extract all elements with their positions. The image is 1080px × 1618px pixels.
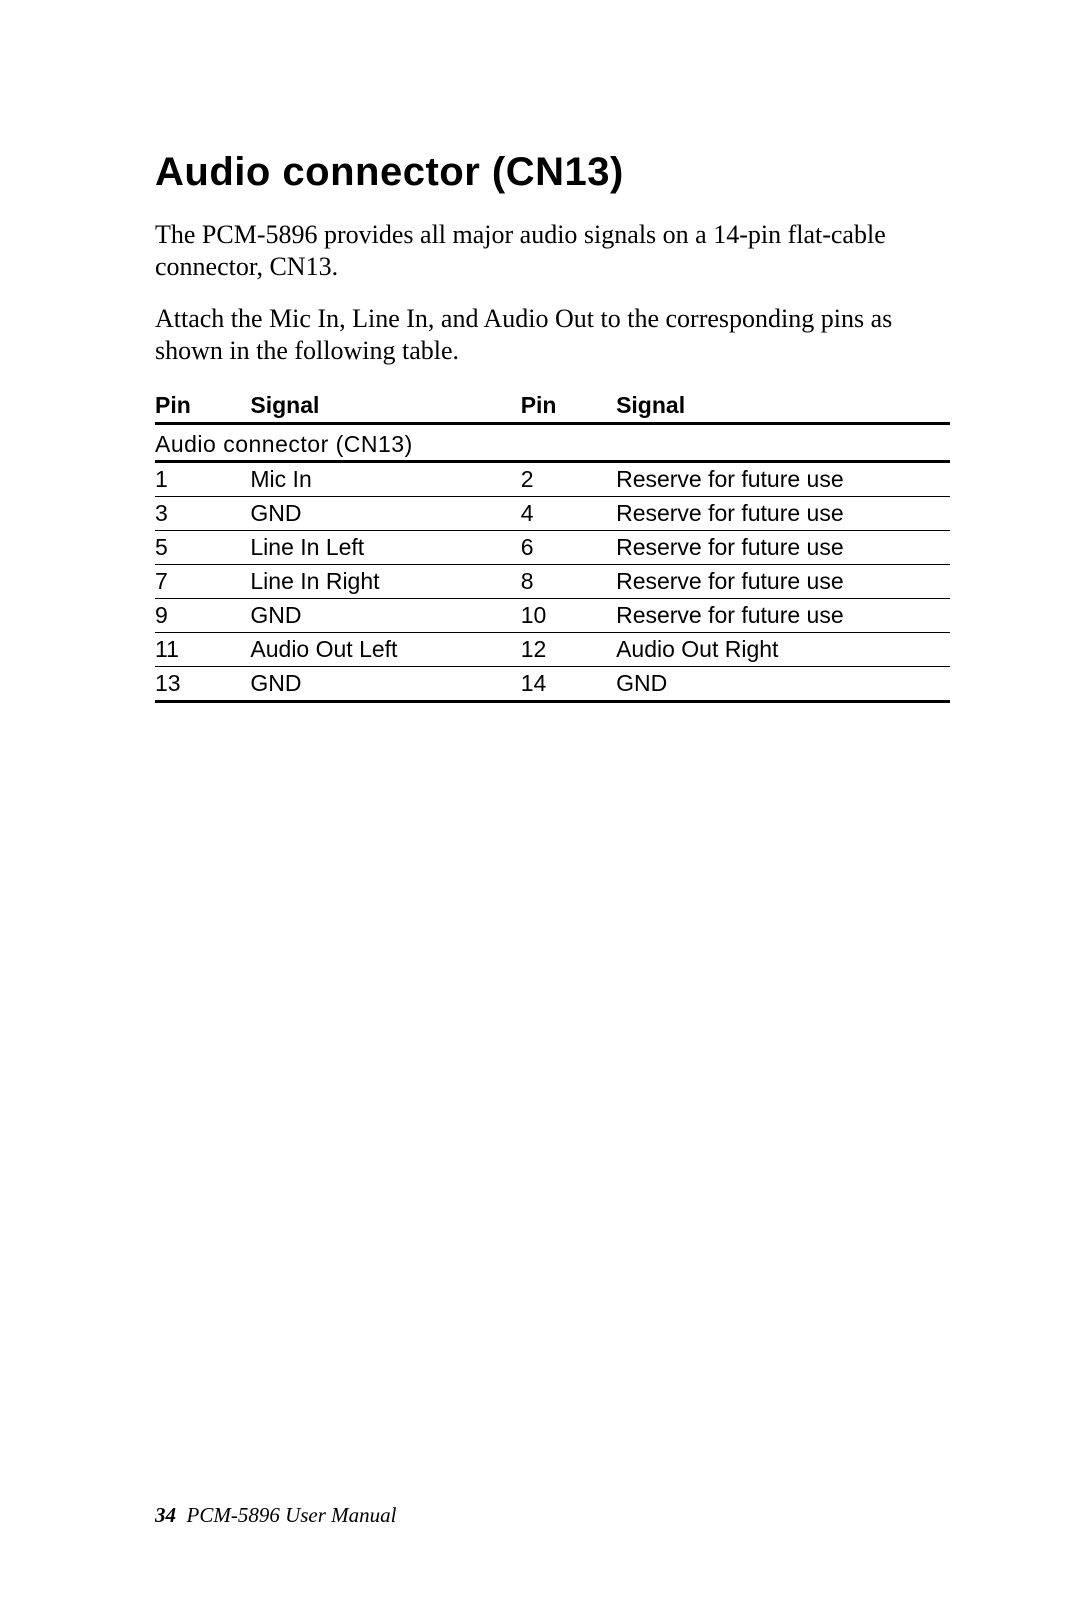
cell-signal: Mic In	[250, 461, 520, 496]
cell-pin: 1	[155, 461, 250, 496]
intro-paragraph-2: Attach the Mic In, Line In, and Audio Ou…	[155, 303, 950, 367]
cell-pin: 8	[521, 564, 616, 598]
cell-signal: GND	[616, 666, 950, 701]
cell-pin: 14	[521, 666, 616, 701]
cell-signal: Reserve for future use	[616, 461, 950, 496]
cell-pin: 11	[155, 632, 250, 666]
section-heading: Audio connector (CN13)	[155, 150, 950, 195]
footer-page-number: 34	[155, 1503, 176, 1527]
cell-signal: GND	[250, 496, 520, 530]
intro-paragraph-1: The PCM-5896 provides all major audio si…	[155, 219, 950, 283]
col-header-signal-2: Signal	[616, 389, 950, 424]
cell-pin: 2	[521, 461, 616, 496]
cell-signal: GND	[250, 598, 520, 632]
cell-pin: 13	[155, 666, 250, 701]
table-row: 3 GND 4 Reserve for future use	[155, 496, 950, 530]
cell-pin: 9	[155, 598, 250, 632]
cell-signal: Reserve for future use	[616, 564, 950, 598]
pin-table: Audio connector (CN13) Pin Signal Pin Si…	[155, 389, 950, 703]
col-header-signal-1: Signal	[250, 389, 520, 424]
cell-signal: Reserve for future use	[616, 598, 950, 632]
cell-pin: 10	[521, 598, 616, 632]
table-row: 5 Line In Left 6 Reserve for future use	[155, 530, 950, 564]
table-caption: Audio connector (CN13)	[155, 423, 950, 461]
table-header-row: Pin Signal Pin Signal	[155, 389, 950, 424]
cell-signal: Audio Out Left	[250, 632, 520, 666]
cell-signal: Reserve for future use	[616, 496, 950, 530]
cell-pin: 7	[155, 564, 250, 598]
table-row: 1 Mic In 2 Reserve for future use	[155, 461, 950, 496]
table-body: 1 Mic In 2 Reserve for future use 3 GND …	[155, 461, 950, 701]
table-row: 7 Line In Right 8 Reserve for future use	[155, 564, 950, 598]
cell-pin: 5	[155, 530, 250, 564]
table-row: 11 Audio Out Left 12 Audio Out Right	[155, 632, 950, 666]
table-row: 9 GND 10 Reserve for future use	[155, 598, 950, 632]
cell-pin: 6	[521, 530, 616, 564]
page-footer: 34 PCM-5896 User Manual	[155, 1503, 396, 1528]
col-header-pin-2: Pin	[521, 389, 616, 424]
cell-signal: Line In Right	[250, 564, 520, 598]
cell-pin: 4	[521, 496, 616, 530]
cell-signal: Audio Out Right	[616, 632, 950, 666]
col-header-pin-1: Pin	[155, 389, 250, 424]
table-caption-row: Audio connector (CN13)	[155, 423, 950, 461]
table-row: 13 GND 14 GND	[155, 666, 950, 701]
manual-page: Audio connector (CN13) The PCM-5896 prov…	[0, 0, 1080, 1618]
footer-title: PCM-5896 User Manual	[187, 1503, 397, 1527]
cell-pin: 3	[155, 496, 250, 530]
cell-signal: Reserve for future use	[616, 530, 950, 564]
cell-signal: GND	[250, 666, 520, 701]
cell-pin: 12	[521, 632, 616, 666]
cell-signal: Line In Left	[250, 530, 520, 564]
